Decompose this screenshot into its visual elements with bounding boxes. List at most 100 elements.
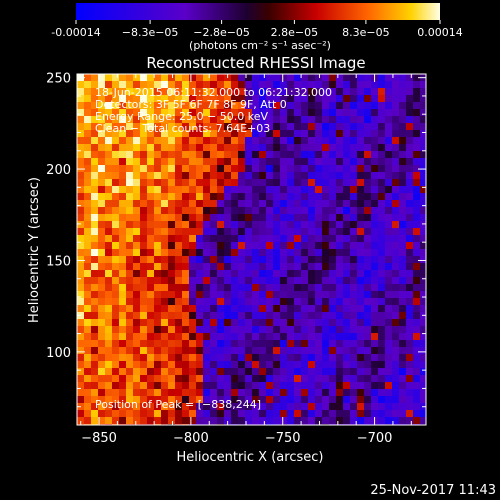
heatmap-cell bbox=[315, 158, 322, 165]
heatmap-cell bbox=[154, 333, 161, 340]
heatmap-cell bbox=[238, 221, 245, 228]
heatmap-cell bbox=[350, 123, 357, 130]
heatmap-cell bbox=[315, 74, 322, 81]
heatmap-cell bbox=[266, 172, 273, 179]
heatmap-cell bbox=[343, 116, 350, 123]
heatmap-cell bbox=[98, 298, 105, 305]
heatmap-cell bbox=[182, 291, 189, 298]
heatmap-cell bbox=[231, 207, 238, 214]
heatmap-cell bbox=[182, 312, 189, 319]
heatmap-cell bbox=[196, 263, 203, 270]
heatmap-cell bbox=[224, 403, 231, 410]
heatmap-cell bbox=[385, 368, 392, 375]
heatmap-cell bbox=[287, 137, 294, 144]
heatmap-cell bbox=[392, 186, 399, 193]
heatmap-cell bbox=[126, 88, 133, 95]
heatmap-cell bbox=[140, 333, 147, 340]
heatmap-cell bbox=[280, 298, 287, 305]
heatmap-cell bbox=[217, 186, 224, 193]
heatmap-cell bbox=[126, 123, 133, 130]
heatmap-cell bbox=[322, 144, 329, 151]
heatmap-cell bbox=[273, 186, 280, 193]
heatmap-cell bbox=[147, 102, 154, 109]
heatmap-cell bbox=[385, 179, 392, 186]
heatmap-cell bbox=[336, 102, 343, 109]
heatmap-cell bbox=[273, 389, 280, 396]
heatmap-cell bbox=[210, 123, 217, 130]
heatmap-cell bbox=[245, 326, 252, 333]
heatmap-cell bbox=[84, 130, 91, 137]
heatmap-cell bbox=[105, 214, 112, 221]
heatmap-cell bbox=[133, 389, 140, 396]
heatmap-cell bbox=[364, 305, 371, 312]
heatmap-cell bbox=[182, 214, 189, 221]
heatmap-cell bbox=[371, 347, 378, 354]
heatmap-cell bbox=[385, 361, 392, 368]
heatmap-cell bbox=[343, 130, 350, 137]
heatmap-cell bbox=[273, 256, 280, 263]
heatmap-cell bbox=[91, 179, 98, 186]
heatmap-cell bbox=[371, 137, 378, 144]
heatmap-cell bbox=[154, 417, 161, 424]
heatmap-cell bbox=[336, 137, 343, 144]
heatmap-cell bbox=[196, 312, 203, 319]
heatmap-cell bbox=[245, 186, 252, 193]
heatmap-cell bbox=[315, 312, 322, 319]
heatmap-cell bbox=[357, 277, 364, 284]
heatmap-cell bbox=[420, 361, 426, 368]
heatmap-cell bbox=[161, 144, 168, 151]
heatmap-cell bbox=[140, 158, 147, 165]
heatmap-cell bbox=[280, 277, 287, 284]
heatmap-cell bbox=[280, 291, 287, 298]
heatmap-cell bbox=[91, 389, 98, 396]
heatmap-cell bbox=[280, 305, 287, 312]
heatmap-cell bbox=[392, 179, 399, 186]
heatmap-cell bbox=[189, 144, 196, 151]
heatmap-cell bbox=[371, 235, 378, 242]
heatmap-cell bbox=[336, 172, 343, 179]
heatmap-cell bbox=[182, 305, 189, 312]
heatmap-cell bbox=[182, 74, 189, 81]
heatmap-cell bbox=[112, 88, 119, 95]
heatmap-cell bbox=[273, 116, 280, 123]
heatmap-cell bbox=[98, 382, 105, 389]
heatmap-cell bbox=[371, 326, 378, 333]
colorbar-ticks: -0.00014 −8.3e−05 −2.8e−05 2.8e−05 8.3e−05 0.… bbox=[51, 20, 463, 39]
heatmap-cell bbox=[105, 81, 112, 88]
heatmap-cell bbox=[406, 403, 413, 410]
heatmap-cell bbox=[203, 207, 210, 214]
heatmap-cell bbox=[196, 354, 203, 361]
heatmap-cell bbox=[91, 186, 98, 193]
heatmap-cell bbox=[98, 403, 105, 410]
heatmap-cell bbox=[287, 228, 294, 235]
heatmap-cell bbox=[378, 305, 385, 312]
heatmap-cell bbox=[378, 312, 385, 319]
heatmap-cell bbox=[231, 403, 238, 410]
heatmap-cell bbox=[91, 403, 98, 410]
heatmap-cell bbox=[77, 270, 84, 277]
y-tick-label: 250 bbox=[46, 72, 71, 87]
heatmap-cell bbox=[105, 277, 112, 284]
heatmap-cell bbox=[294, 214, 301, 221]
heatmap-cell bbox=[98, 235, 105, 242]
heatmap-cell bbox=[350, 172, 357, 179]
heatmap-cell bbox=[385, 158, 392, 165]
heatmap-cell bbox=[294, 200, 301, 207]
heatmap-cell bbox=[77, 221, 84, 228]
heatmap-cell bbox=[301, 417, 308, 424]
heatmap-cell bbox=[210, 382, 217, 389]
heatmap-cell bbox=[105, 116, 112, 123]
heatmap-cell bbox=[336, 347, 343, 354]
heatmap-cell bbox=[217, 116, 224, 123]
heatmap-cell bbox=[105, 389, 112, 396]
heatmap-cell bbox=[196, 298, 203, 305]
heatmap-cell bbox=[182, 417, 189, 424]
heatmap-cell bbox=[77, 123, 84, 130]
heatmap-cell bbox=[252, 256, 259, 263]
heatmap-cell bbox=[392, 305, 399, 312]
heatmap-cell bbox=[413, 102, 420, 109]
heatmap-cell bbox=[406, 347, 413, 354]
heatmap-cell bbox=[133, 340, 140, 347]
heatmap-cell bbox=[364, 207, 371, 214]
heatmap-cell bbox=[161, 137, 168, 144]
